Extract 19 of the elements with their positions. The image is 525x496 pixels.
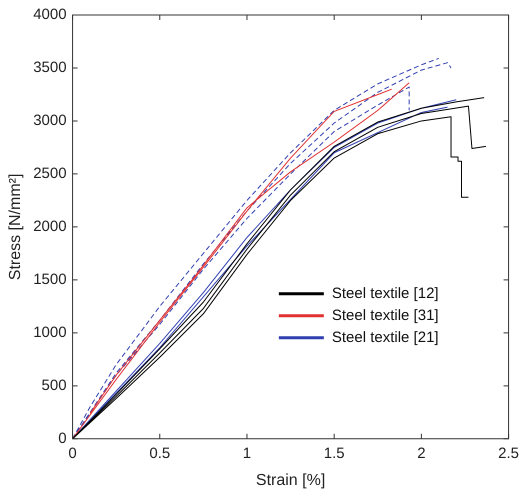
x-tick-label: 1 [242, 444, 252, 462]
y-tick-label: 1500 [33, 271, 67, 288]
y-tick-label: 500 [42, 376, 67, 394]
legend-label: Steel textile [31] [332, 306, 439, 324]
y-tick-label: 3500 [33, 59, 67, 76]
y-tick-label: 2000 [33, 218, 67, 236]
y-tick-label: 0 [58, 430, 67, 447]
y-axis-title: Stress [N/mm²] [7, 174, 24, 280]
y-tick-label: 3000 [33, 112, 67, 130]
x-tick-label: 2.5 [498, 444, 520, 462]
legend-label: Steel textile [12] [332, 284, 439, 302]
x-tick-label: 0.5 [149, 444, 170, 462]
legend-label: Steel textile [21] [332, 328, 439, 346]
x-axis-title: Strain [%] [256, 472, 326, 489]
y-tick-label: 1000 [33, 324, 67, 341]
x-tick-label: 2 [417, 444, 426, 462]
y-tick-label: 2500 [33, 165, 67, 182]
y-tick-label: 4000 [33, 6, 67, 24]
x-tick-label: 1.5 [324, 444, 345, 462]
